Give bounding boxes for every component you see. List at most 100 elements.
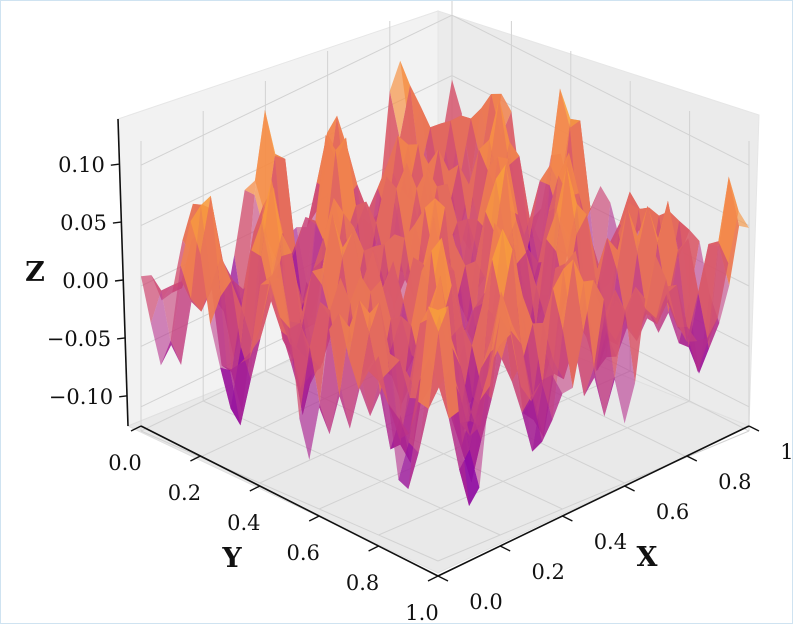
- x-tick-label: 0.0: [469, 590, 502, 614]
- surface-facet: [718, 176, 739, 264]
- surface-facet: [251, 179, 272, 257]
- surface-facet: [531, 374, 553, 442]
- surface-facet: [389, 60, 411, 139]
- surface-facet: [469, 386, 490, 488]
- surface-facet: [410, 85, 431, 172]
- x-tick: [499, 545, 511, 552]
- surface-facet: [450, 115, 471, 176]
- surface-facet: [398, 381, 420, 443]
- surface-facet: [431, 237, 452, 324]
- surface-facet: [249, 283, 271, 358]
- x-tick: [437, 575, 449, 582]
- surface-facet: [499, 98, 520, 166]
- grid-line: [140, 75, 750, 227]
- surface-facet: [457, 218, 478, 287]
- tick-marks: [110, 163, 760, 582]
- surface-facet: [418, 306, 439, 409]
- y-tick: [249, 485, 261, 492]
- surface-facet: [614, 310, 635, 424]
- surface-facet: [230, 352, 251, 426]
- surface-facet: [280, 317, 301, 389]
- z-tick: [116, 337, 126, 340]
- z-tick-label: −0.05: [47, 327, 111, 351]
- surface-facet: [562, 259, 584, 388]
- x-tick: [748, 425, 760, 432]
- grid-line: [140, 430, 439, 562]
- surface-facet: [254, 109, 275, 233]
- surface-facet: [471, 259, 493, 389]
- surface-facet: [315, 134, 336, 246]
- x-tick-label: 0.2: [531, 560, 564, 584]
- surface-facet: [728, 176, 749, 228]
- surface-facet: [376, 176, 397, 267]
- x-tick-label: 0.6: [656, 500, 689, 524]
- surface-facet: [546, 165, 567, 252]
- surface-facet: [190, 195, 211, 255]
- surface-facet: [607, 207, 628, 271]
- surface-facet: [428, 331, 449, 419]
- y-tick: [427, 575, 439, 582]
- surface-facet: [539, 88, 560, 186]
- surface-facet: [379, 301, 400, 372]
- surface-facet: [396, 163, 417, 249]
- surface-facet: [295, 217, 316, 329]
- z-tick-label: −0.10: [49, 385, 113, 409]
- surface-facet: [521, 395, 543, 452]
- x-tick: [686, 455, 698, 462]
- surface-facet: [210, 195, 232, 297]
- x-tick-label: 0.4: [594, 530, 627, 554]
- grid-line: [140, 14, 750, 166]
- surface-facet: [617, 207, 638, 328]
- surface-facet: [492, 228, 513, 306]
- surface-facet: [231, 250, 252, 348]
- surface-facet: [470, 351, 491, 426]
- surface-facet: [430, 120, 451, 184]
- surface-facet: [522, 323, 543, 452]
- surface-facet: [578, 193, 600, 271]
- surface-facet: [529, 180, 550, 315]
- surface-facet: [478, 98, 500, 174]
- surface-facet: [399, 323, 421, 398]
- surface-facet: [220, 367, 241, 426]
- z-tick: [110, 163, 119, 166]
- surface-facet: [459, 394, 480, 450]
- surface-facet: [428, 305, 449, 332]
- surface-facet: [645, 255, 667, 319]
- surface-facet: [708, 241, 729, 342]
- surface-facet: [240, 250, 262, 380]
- surface-facet: [355, 201, 377, 292]
- surface-facet: [450, 343, 471, 423]
- surface-facet: [382, 261, 404, 349]
- surface-facet: [332, 214, 353, 259]
- x-tick: [624, 485, 635, 492]
- surface-facet: [479, 316, 501, 401]
- tick-labels: 0.0 0.2 0.4 0.6 0.8 1.0 0.0 0.2 0.4 0.6 0.8 1.0 0.10…: [47, 153, 793, 625]
- surface-facet: [289, 321, 310, 419]
- surface-facet: [397, 135, 419, 196]
- surface-facet: [656, 278, 677, 323]
- z-axis-label: Z: [25, 257, 45, 288]
- y-axis-line: [140, 425, 439, 577]
- surface-facet: [411, 250, 432, 368]
- surface-facet: [438, 305, 459, 419]
- surface-facet: [271, 179, 292, 257]
- surface-facet: [542, 374, 563, 442]
- z-tick: [114, 279, 124, 282]
- surface-facet: [269, 261, 290, 329]
- surface-facet: [438, 149, 459, 212]
- surface-facet: [369, 301, 390, 382]
- surface-facet: [470, 94, 492, 162]
- surface-facet: [586, 214, 608, 290]
- surface-facet: [625, 286, 646, 384]
- surface-facet: [335, 137, 356, 237]
- surface-facet: [552, 259, 574, 331]
- surface-facet: [339, 299, 360, 358]
- grid-line: [437, 430, 750, 562]
- surface-facet: [416, 168, 437, 242]
- surface-mesh: [141, 60, 749, 507]
- surface-facet: [604, 289, 626, 380]
- surface-facet: [309, 301, 331, 404]
- surface-facet: [359, 299, 380, 334]
- z-tick-label: 0.00: [62, 269, 109, 293]
